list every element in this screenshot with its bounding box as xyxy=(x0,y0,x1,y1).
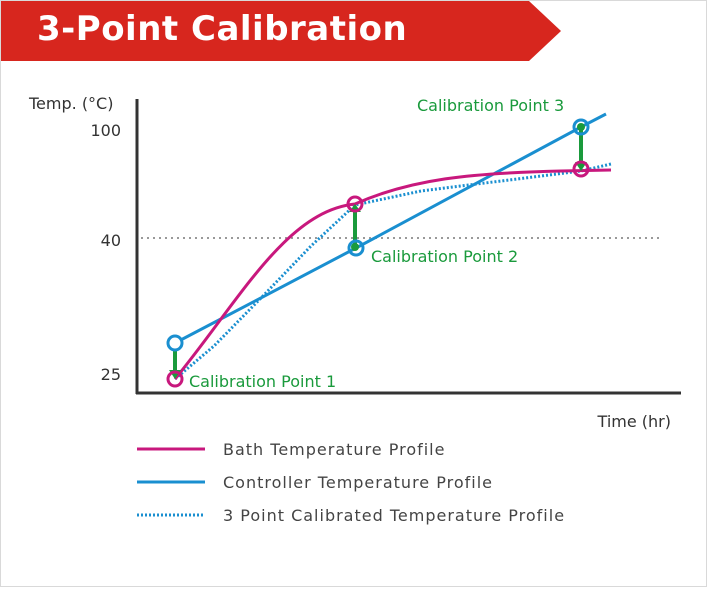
calibration-point-label: Calibration Point 1 xyxy=(189,372,336,391)
controller-point-marker xyxy=(572,118,590,136)
title-banner-shape xyxy=(1,1,561,61)
legend-label-controller: Controller Temperature Profile xyxy=(223,473,493,492)
y-tick-label: 25 xyxy=(101,365,121,384)
title-banner xyxy=(1,1,561,61)
bath-point-marker xyxy=(166,370,184,388)
y-axis-label: Temp. (°C) xyxy=(28,94,113,113)
chart-legend: Bath Temperature Profile Controller Temp… xyxy=(137,440,565,525)
bath-profile-curve xyxy=(173,168,612,380)
bath-point-marker xyxy=(572,160,590,178)
x-axis-label: Time (hr) xyxy=(597,412,671,431)
legend-label-bath: Bath Temperature Profile xyxy=(223,440,445,459)
calibration-point-label: Calibration Point 2 xyxy=(371,247,518,266)
legend-label-calibrated: 3 Point Calibrated Temperature Profile xyxy=(223,506,565,525)
calibration-point-label: Calibration Point 3 xyxy=(417,96,564,115)
y-tick-label: 40 xyxy=(101,231,121,250)
calibrated-profile-line xyxy=(174,162,612,381)
bath-point-marker xyxy=(346,195,364,213)
controller-point-marker xyxy=(347,239,365,257)
page-title: 3-Point Calibration xyxy=(37,9,408,49)
controller-point-marker xyxy=(166,334,184,352)
controller-profile-line xyxy=(174,112,607,345)
y-tick-label: 100 xyxy=(90,121,121,140)
